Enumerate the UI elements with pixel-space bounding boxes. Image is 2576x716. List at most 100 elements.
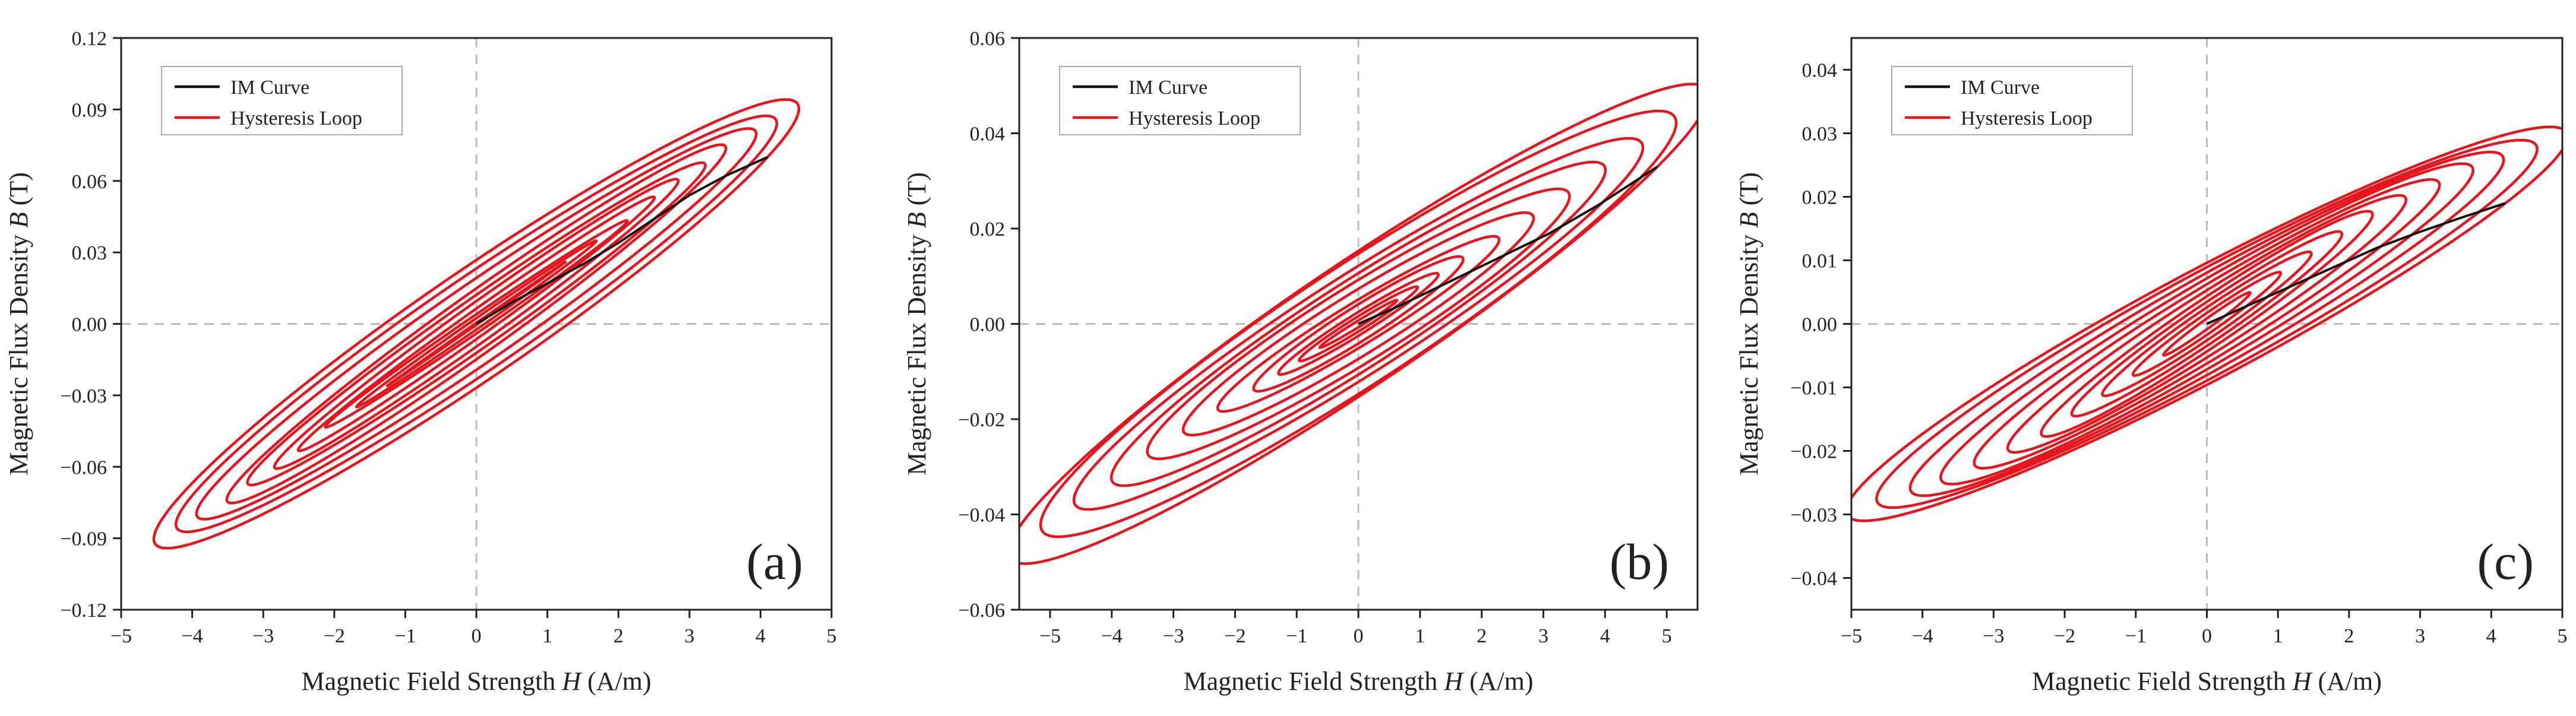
panel-label: (a) xyxy=(747,533,803,590)
chart-panel-2: −5 −4 −3 −2 −1 0 1 2 3 4 5 −0.06 −0.04 −0.02 0.00 0.02 0… xyxy=(902,28,1699,696)
x-tick-label: 3 xyxy=(684,625,694,647)
y-tick-label: −0.04 xyxy=(1790,568,1837,590)
x-tick-label: −2 xyxy=(324,625,345,647)
y-tick-label: 0.03 xyxy=(72,242,108,264)
y-tick-label: −0.09 xyxy=(60,528,107,550)
y-tick-label: 0.02 xyxy=(1802,187,1838,209)
x-axis-variable: H xyxy=(1443,667,1464,696)
legend-box xyxy=(1059,66,1301,135)
x-tick-label: 3 xyxy=(2415,625,2425,647)
legend-label: Hysteresis Loop xyxy=(1129,107,1260,129)
hysteresis-loop-4 xyxy=(1252,255,1465,393)
x-axis-title-text: Magnetic Field Strength xyxy=(301,667,562,696)
hysteresis-loop-2 xyxy=(355,239,598,408)
y-axis-title-text: Magnetic Flux Density xyxy=(902,228,931,476)
x-tick-label: −5 xyxy=(110,625,132,647)
x-tick-label: −3 xyxy=(252,625,274,647)
x-tick-label: 0 xyxy=(2202,625,2212,647)
x-tick-label: 5 xyxy=(2558,625,2568,647)
hysteresis-loop-5 xyxy=(273,178,680,470)
hysteresis-loop-10 xyxy=(152,98,801,550)
x-axis-unit: (A/m) xyxy=(581,667,652,696)
x-tick-label: 0 xyxy=(472,625,482,647)
x-tick-label: 2 xyxy=(2344,625,2354,647)
hysteresis-loop-6 xyxy=(2006,194,2408,454)
curves-group xyxy=(152,98,801,550)
hysteresis-loop-7 xyxy=(1146,187,1571,461)
y-tick-label: −0.06 xyxy=(60,457,107,479)
x-tick-label: −1 xyxy=(2125,625,2147,647)
hysteresis-loop-8 xyxy=(1110,160,1607,487)
y-axis-title: Magnetic Flux Density B (T) xyxy=(902,172,931,476)
x-tick-label: −5 xyxy=(1039,625,1061,647)
hysteresis-loop-4 xyxy=(296,195,656,452)
hysteresis-loop-9 xyxy=(174,114,779,534)
hysteresis-loop-5 xyxy=(1216,235,1501,413)
y-tick-label: 0.06 xyxy=(72,171,108,193)
y-tick-label: 0.04 xyxy=(970,123,1006,145)
y-axis-variable: B xyxy=(4,212,33,228)
hysteresis-loop-2 xyxy=(1297,285,1420,363)
x-axis-unit: (A/m) xyxy=(2311,667,2382,696)
y-tick-label: 0.00 xyxy=(970,314,1006,336)
legend-label: Hysteresis Loop xyxy=(230,107,362,129)
curves-group xyxy=(1851,125,2562,522)
x-axis-title-text: Magnetic Field Strength xyxy=(1183,667,1444,696)
hysteresis-loop-10 xyxy=(1039,109,1678,538)
x-tick-label: −4 xyxy=(1912,625,1933,647)
x-tick-label: 1 xyxy=(1415,625,1425,647)
y-axis-title-text: Magnetic Flux Density xyxy=(4,228,33,476)
hysteresis-loop-1 xyxy=(2162,291,2252,357)
hysteresis-loop-5 xyxy=(2040,210,2374,438)
x-tick-label: 1 xyxy=(542,625,552,647)
hysteresis-loop-2 xyxy=(2131,271,2283,377)
x-tick-label: −4 xyxy=(182,625,203,647)
panel-label: (c) xyxy=(2477,533,2534,590)
y-axis-variable: B xyxy=(1734,212,1763,228)
hysteresis-loop-9 xyxy=(1072,137,1645,511)
hysteresis-loop-8 xyxy=(1939,162,2474,486)
hysteresis-loop-9 xyxy=(1908,150,2505,498)
y-tick-label: 0.01 xyxy=(1802,251,1838,273)
chart-panel-3: −5 −4 −3 −2 −1 0 1 2 3 4 5 −0.04 −0.03 −0.02 −0.01 0.00… xyxy=(1734,37,2568,696)
y-tick-label: 0.03 xyxy=(1802,123,1838,145)
x-tick-label: 5 xyxy=(1662,625,1672,647)
x-tick-label: −2 xyxy=(2054,625,2075,647)
legend: IM Curve Hysteresis Loop xyxy=(1891,66,2133,135)
hysteresis-loop-1 xyxy=(1318,299,1399,349)
y-axis-title: Magnetic Flux Density B (T) xyxy=(4,172,33,476)
y-tick-label: −0.03 xyxy=(1790,505,1837,527)
y-tick-label: −0.02 xyxy=(1790,441,1837,463)
y-axis-title: Magnetic Flux Density B (T) xyxy=(1734,172,1763,476)
x-axis-title-text: Magnetic Field Strength xyxy=(2032,667,2293,696)
y-tick-label: 0.06 xyxy=(970,28,1006,50)
x-tick-label: −4 xyxy=(1101,625,1123,647)
y-tick-label: −0.12 xyxy=(60,600,107,622)
x-axis-title: Magnetic Field Strength H (A/m) xyxy=(301,667,651,696)
hysteresis-loop-6 xyxy=(246,161,707,487)
y-tick-label: 0.00 xyxy=(72,314,108,336)
hysteresis-loop-8 xyxy=(195,127,758,521)
x-tick-label: −2 xyxy=(1224,625,1246,647)
y-axis-unit: (T) xyxy=(902,172,931,212)
hysteresis-loop-11 xyxy=(1851,125,2562,522)
x-tick-label: −3 xyxy=(1983,625,2004,647)
x-tick-label: 2 xyxy=(614,625,624,647)
legend-box xyxy=(161,66,403,135)
y-tick-label: 0.02 xyxy=(970,218,1006,240)
x-axis-title: Magnetic Field Strength H (A/m) xyxy=(2032,667,2382,696)
legend: IM Curve Hysteresis Loop xyxy=(161,66,403,135)
x-tick-label: −3 xyxy=(1162,625,1184,647)
panel-label: (b) xyxy=(1610,533,1669,590)
hysteresis-loop-3 xyxy=(324,219,629,429)
hysteresis-loop-3 xyxy=(2101,250,2313,398)
hysteresis-loop-3 xyxy=(1277,271,1440,376)
hysteresis-loop-7 xyxy=(225,143,728,505)
y-axis-title-text: Magnetic Flux Density xyxy=(1734,228,1763,476)
hysteresis-loop-6 xyxy=(1181,211,1535,437)
legend-label: IM Curve xyxy=(1961,77,2040,99)
x-tick-label: −1 xyxy=(1286,625,1307,647)
legend: IM Curve Hysteresis Loop xyxy=(1059,66,1301,135)
y-axis-unit: (T) xyxy=(4,172,33,212)
